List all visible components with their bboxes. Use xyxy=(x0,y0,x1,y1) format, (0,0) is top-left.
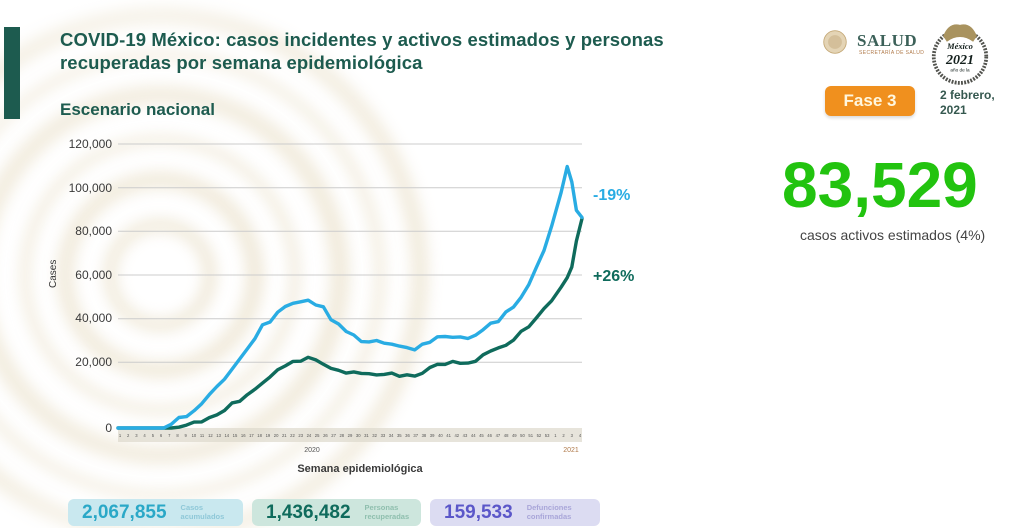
svg-text:33: 33 xyxy=(381,433,386,438)
svg-text:México: México xyxy=(946,41,973,51)
svg-text:50: 50 xyxy=(520,433,525,438)
svg-text:14: 14 xyxy=(224,433,229,438)
svg-text:29: 29 xyxy=(348,433,353,438)
svg-text:27: 27 xyxy=(331,433,336,438)
svg-text:25: 25 xyxy=(315,433,320,438)
svg-text:11: 11 xyxy=(200,433,205,438)
svg-text:34: 34 xyxy=(389,433,394,438)
svg-text:43: 43 xyxy=(463,433,468,438)
svg-text:42: 42 xyxy=(454,433,459,438)
svg-text:53: 53 xyxy=(545,433,550,438)
svg-text:30: 30 xyxy=(356,433,361,438)
svg-text:36: 36 xyxy=(405,433,410,438)
svg-text:19: 19 xyxy=(266,433,271,438)
svg-text:26: 26 xyxy=(323,433,328,438)
svg-text:16: 16 xyxy=(241,433,246,438)
svg-text:13: 13 xyxy=(216,433,221,438)
svg-text:2021: 2021 xyxy=(563,447,579,454)
svg-text:23: 23 xyxy=(298,433,303,438)
svg-text:21: 21 xyxy=(282,433,287,438)
svg-text:2021: 2021 xyxy=(945,52,974,68)
svg-text:48: 48 xyxy=(504,433,509,438)
svg-text:47: 47 xyxy=(496,433,501,438)
svg-text:49: 49 xyxy=(512,433,517,438)
svg-text:22: 22 xyxy=(290,433,295,438)
svg-text:año de la: año de la xyxy=(950,68,970,73)
svg-text:15: 15 xyxy=(233,433,238,438)
svg-text:35: 35 xyxy=(397,433,402,438)
svg-text:31: 31 xyxy=(364,433,369,438)
svg-text:39: 39 xyxy=(430,433,435,438)
svg-text:28: 28 xyxy=(339,433,344,438)
svg-text:20: 20 xyxy=(274,433,279,438)
svg-text:41: 41 xyxy=(446,433,451,438)
svg-text:12: 12 xyxy=(208,433,213,438)
svg-text:37: 37 xyxy=(413,433,418,438)
svg-text:10: 10 xyxy=(192,433,197,438)
svg-text:17: 17 xyxy=(249,433,254,438)
svg-text:38: 38 xyxy=(422,433,427,438)
svg-text:44: 44 xyxy=(471,433,476,438)
svg-text:18: 18 xyxy=(257,433,262,438)
svg-text:32: 32 xyxy=(372,433,377,438)
svg-text:51: 51 xyxy=(528,433,533,438)
svg-text:2020: 2020 xyxy=(304,447,320,454)
svg-text:46: 46 xyxy=(487,433,492,438)
svg-text:52: 52 xyxy=(537,433,542,438)
svg-text:45: 45 xyxy=(479,433,484,438)
svg-text:24: 24 xyxy=(307,433,312,438)
svg-text:40: 40 xyxy=(438,433,443,438)
